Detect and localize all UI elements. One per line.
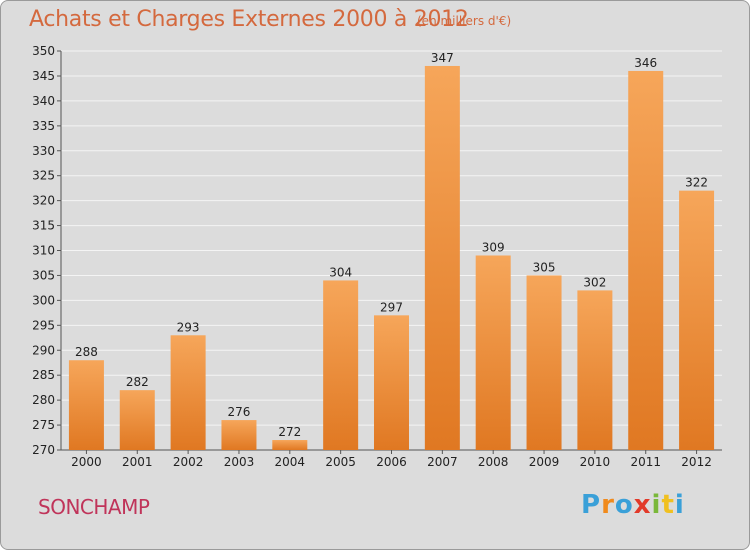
- value-label-2007: 347: [431, 51, 454, 65]
- y-tick-label: 325: [32, 169, 55, 183]
- value-label-2006: 297: [380, 300, 403, 314]
- x-tick-label-2001: 2001: [122, 455, 153, 469]
- y-tick-label: 295: [32, 318, 55, 332]
- x-tick-label-2011: 2011: [630, 455, 661, 469]
- logo-letter: i: [651, 490, 662, 520]
- logo-letter: o: [614, 490, 634, 520]
- x-tick-label-2004: 2004: [275, 455, 306, 469]
- chart-title: Achats et Charges Externes 2000 à 2012: [29, 7, 469, 32]
- value-label-2003: 276: [228, 405, 251, 419]
- value-label-2000: 288: [75, 345, 98, 359]
- bar-2009: [526, 275, 562, 450]
- value-label-2008: 309: [482, 240, 505, 254]
- value-label-2002: 293: [177, 320, 200, 334]
- x-tick-label-2009: 2009: [529, 455, 560, 469]
- logo-letter: x: [633, 490, 652, 520]
- bar-2008: [475, 255, 511, 450]
- y-tick-label: 305: [32, 268, 55, 282]
- y-tick-label: 280: [32, 393, 55, 407]
- y-tick-label: 300: [32, 293, 55, 307]
- y-tick-label: 275: [32, 418, 55, 432]
- value-label-2011: 346: [634, 56, 657, 70]
- labels: 288 2000 282 2001 293 2002 276 2003 272 2004 304 20…: [71, 51, 712, 469]
- value-label-2004: 272: [278, 425, 301, 439]
- y-tick-label: 270: [32, 443, 55, 457]
- x-tick-label-2005: 2005: [325, 455, 356, 469]
- logo-letter: i: [674, 490, 685, 520]
- x-tick-label-2012: 2012: [681, 455, 712, 469]
- x-tick-label-2007: 2007: [427, 455, 458, 469]
- bar-2000: [68, 360, 104, 450]
- logo-letter: P: [581, 490, 602, 520]
- bar-2005: [323, 280, 359, 450]
- bar-2001: [119, 390, 155, 450]
- bar-2012: [679, 190, 715, 450]
- logo-letter: t: [661, 490, 675, 520]
- value-label-2012: 322: [685, 176, 708, 190]
- value-label-2009: 305: [533, 260, 556, 274]
- y-tick-label: 330: [32, 144, 55, 158]
- bar-2010: [577, 290, 613, 450]
- y-tick-label: 315: [32, 219, 55, 233]
- bar-2002: [170, 335, 206, 450]
- y-tick-label: 285: [32, 368, 55, 382]
- y-tick-label: 320: [32, 194, 55, 208]
- bar-2003: [221, 420, 257, 450]
- x-tick-label-2002: 2002: [173, 455, 204, 469]
- bars: [68, 65, 715, 451]
- y-tick-label: 345: [32, 69, 55, 83]
- chart-subtitle: (en milliers d'€): [417, 14, 512, 28]
- value-label-2010: 302: [583, 275, 606, 289]
- value-label-2001: 282: [126, 375, 149, 389]
- location-label: SONCHAMP: [38, 495, 150, 519]
- y-tick-label: 340: [32, 94, 55, 108]
- y-tick-label: 290: [32, 343, 55, 357]
- bar-2007: [424, 65, 460, 451]
- y-tick-label: 335: [32, 119, 55, 133]
- x-tick-label-2000: 2000: [71, 455, 102, 469]
- proxiti-logo: Proxiti: [581, 490, 685, 520]
- bar-2006: [374, 315, 409, 450]
- x-tick-label-2003: 2003: [224, 455, 255, 469]
- bar-2004: [272, 440, 308, 450]
- y-tick-label: 310: [32, 244, 55, 258]
- logo-letter: r: [601, 490, 615, 520]
- x-tick-label-2006: 2006: [376, 455, 407, 469]
- bar-2011: [628, 70, 664, 450]
- value-label-2005: 304: [329, 265, 352, 279]
- y-tick-label: 350: [32, 44, 55, 58]
- x-tick-label-2010: 2010: [580, 455, 611, 469]
- x-tick-label-2008: 2008: [478, 455, 509, 469]
